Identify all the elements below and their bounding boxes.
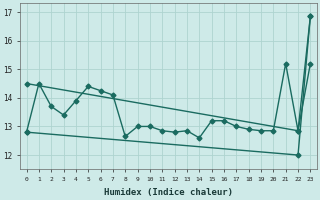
X-axis label: Humidex (Indice chaleur): Humidex (Indice chaleur) <box>104 188 233 197</box>
